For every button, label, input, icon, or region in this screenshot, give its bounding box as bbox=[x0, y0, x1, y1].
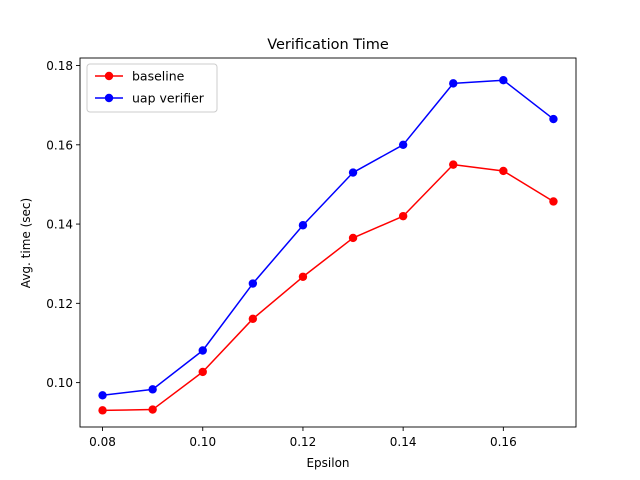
y-tick-label: 0.10 bbox=[46, 376, 73, 390]
axes-frame bbox=[79, 57, 577, 428]
series-1-point bbox=[298, 272, 308, 281]
series-2-point bbox=[348, 168, 358, 177]
series-1-point bbox=[248, 314, 258, 323]
series-1-point bbox=[549, 197, 558, 206]
legend-marker-2 bbox=[104, 93, 114, 103]
series-1-point bbox=[398, 211, 408, 221]
x-tick-label: 0.14 bbox=[390, 435, 417, 449]
x-tick-label: 0.08 bbox=[89, 435, 116, 449]
series-1-point bbox=[348, 233, 358, 243]
series-2-point bbox=[398, 140, 408, 149]
legend: baseline uap verifier bbox=[86, 63, 218, 113]
series-2-point bbox=[148, 385, 157, 394]
series-1-point bbox=[499, 166, 508, 176]
y-axis-label: Avg. time (sec) bbox=[19, 198, 33, 288]
y-tick-label: 0.12 bbox=[46, 297, 73, 311]
series-1-point bbox=[449, 160, 458, 169]
x-axis-label: Epsilon bbox=[306, 456, 349, 470]
series-line-2 bbox=[102, 79, 554, 397]
series-2-point bbox=[449, 79, 458, 88]
series-2-point bbox=[499, 76, 508, 85]
series-2-point bbox=[248, 279, 258, 288]
plot-area: 0.08 0.10 0.12 0.14 0.16 0.10 0.12 0.14 0.16 0.18 bbox=[46, 57, 577, 449]
x-tick-label: 0.12 bbox=[290, 435, 317, 449]
y-tick-label: 0.16 bbox=[46, 138, 73, 152]
legend-label-1: baseline bbox=[132, 69, 185, 84]
series-1-point bbox=[148, 405, 157, 414]
x-tick-label: 0.10 bbox=[189, 435, 216, 449]
legend-label-2: uap verifier bbox=[132, 91, 205, 106]
y-tick-label: 0.14 bbox=[46, 218, 73, 232]
series-2-point bbox=[298, 221, 308, 230]
series-1-point bbox=[98, 406, 107, 415]
legend-marker-1 bbox=[104, 71, 114, 81]
series-2-point bbox=[198, 346, 207, 355]
chart-title: Verification Time bbox=[267, 37, 389, 53]
series-line-1 bbox=[102, 163, 554, 412]
series-2-point bbox=[98, 391, 107, 400]
x-tick-label: 0.16 bbox=[490, 435, 517, 449]
y-tick-label: 0.18 bbox=[46, 59, 73, 73]
series-2-point bbox=[549, 114, 558, 124]
series-1-point bbox=[198, 367, 207, 377]
